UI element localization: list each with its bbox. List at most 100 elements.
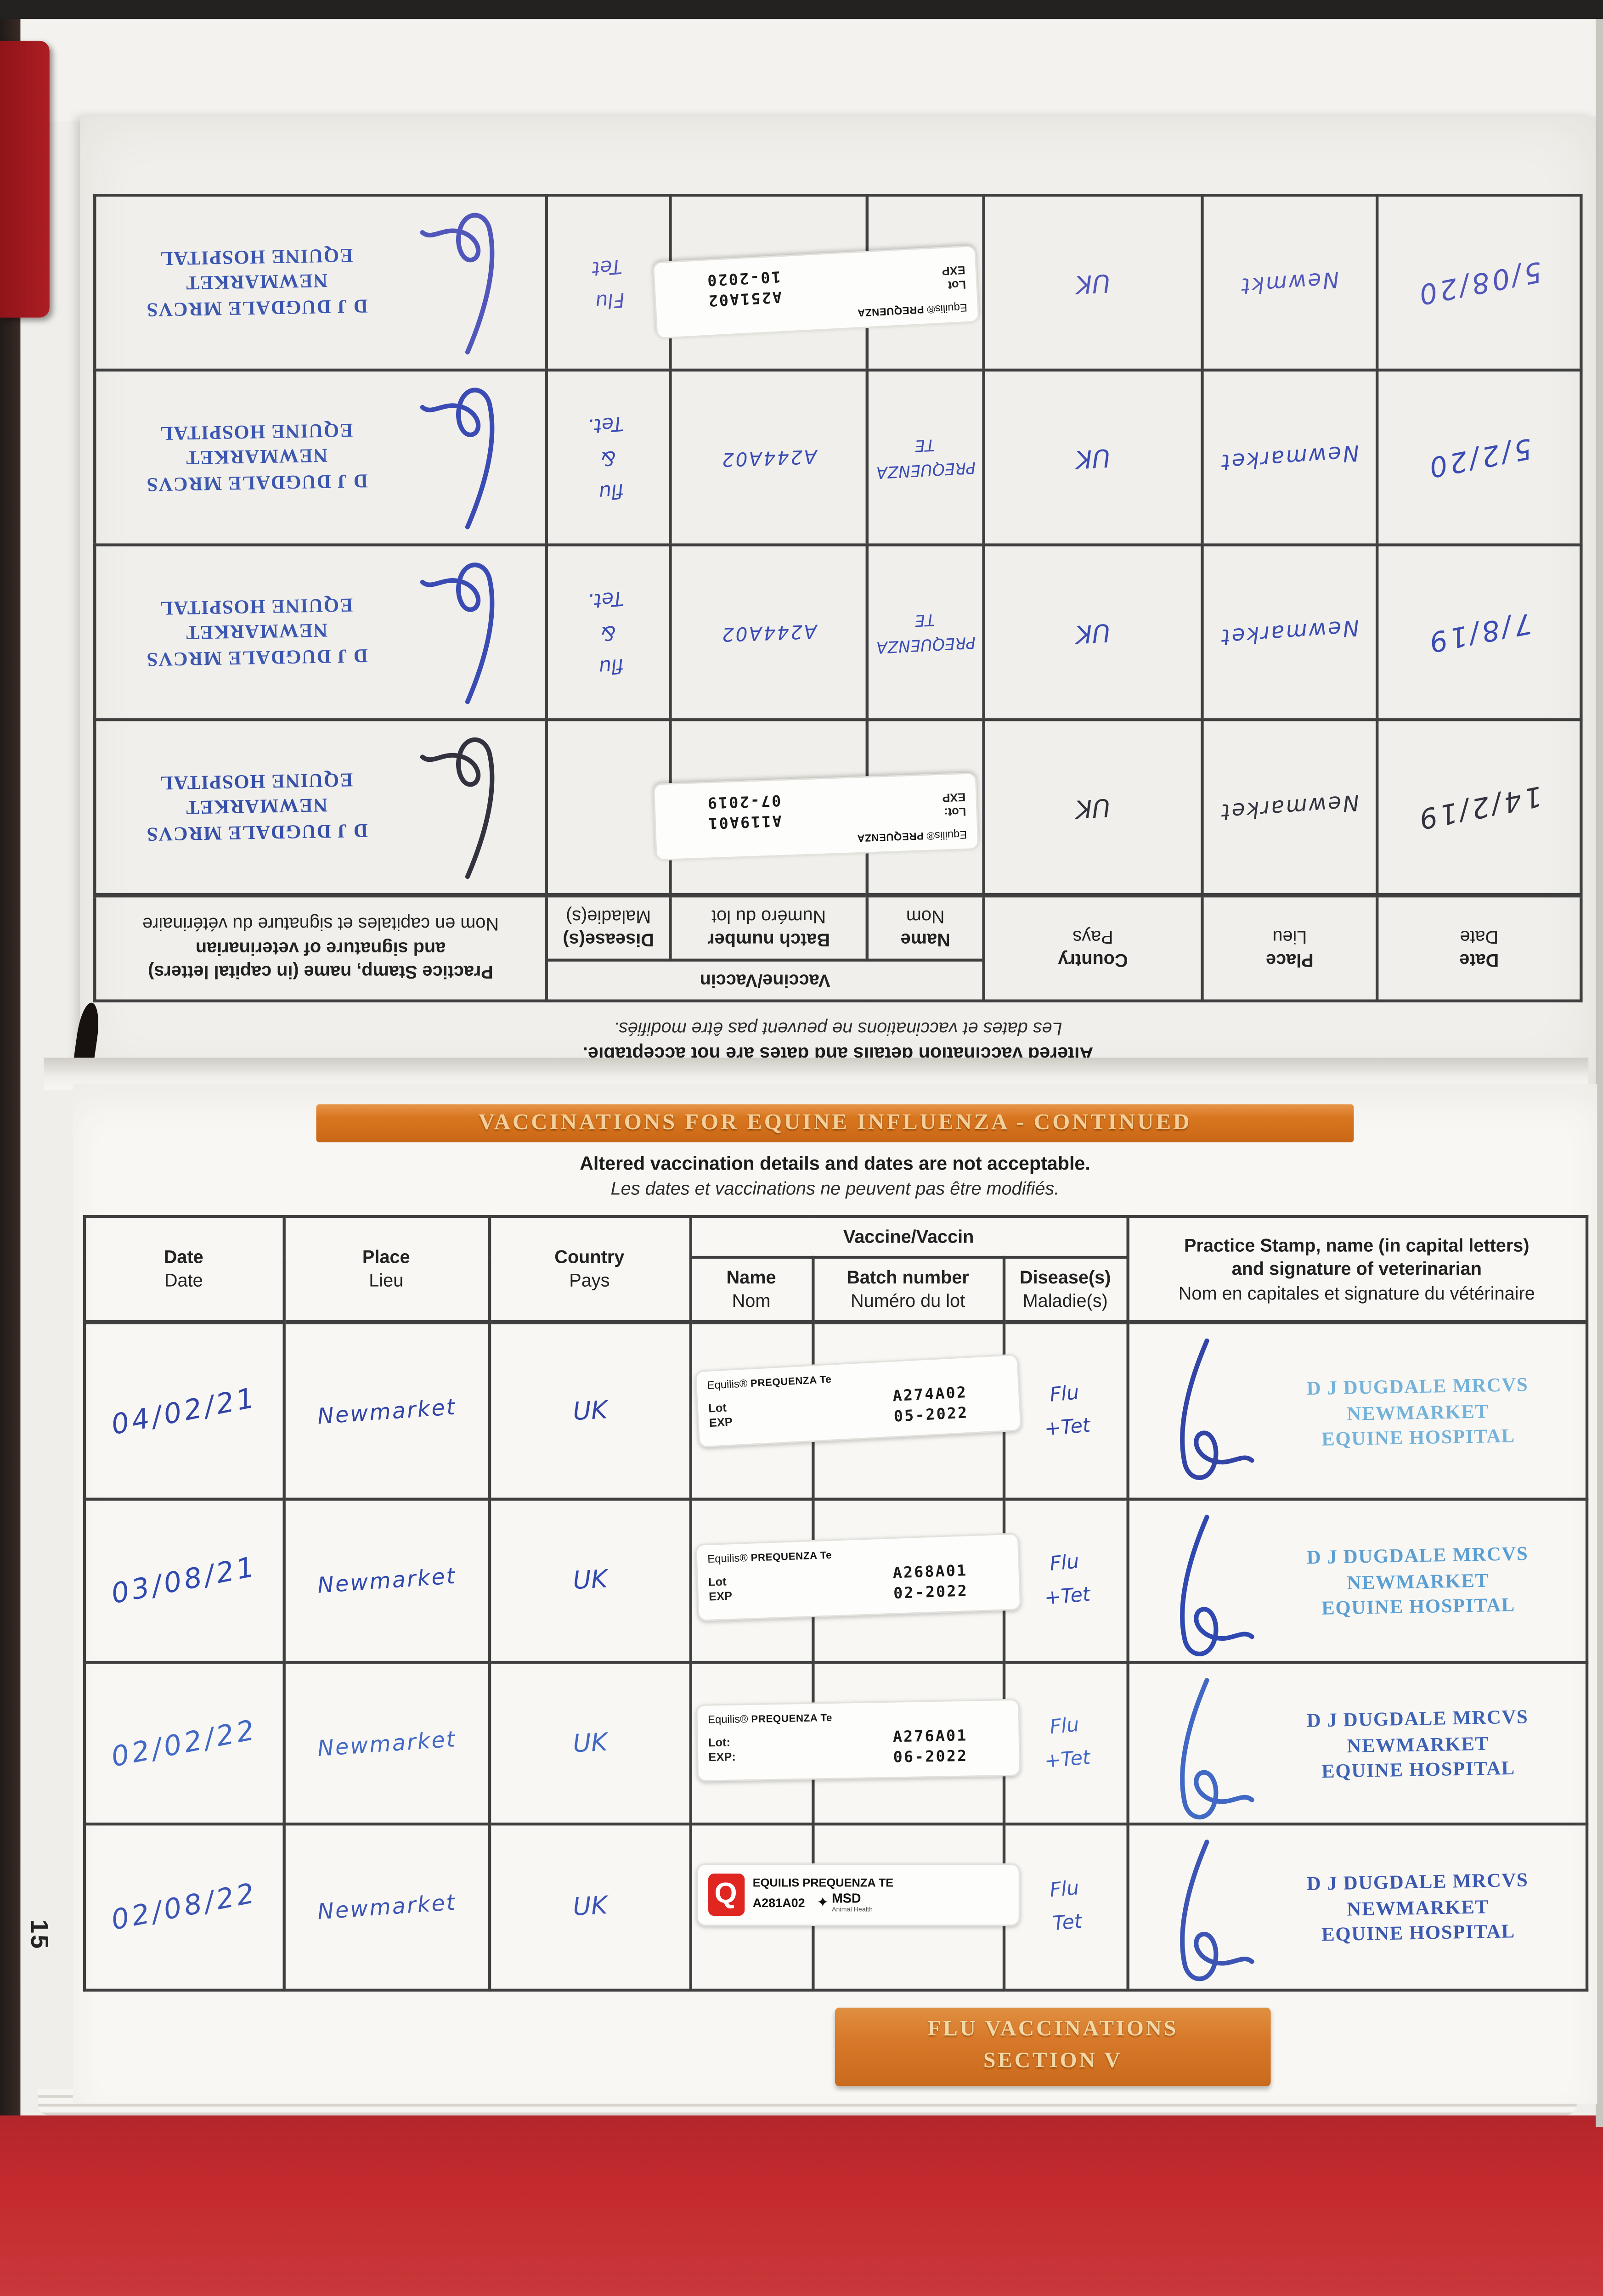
- notice-en: Altered vaccination details and dates ar…: [580, 1152, 1090, 1175]
- col-header-date: Date Date: [82, 1216, 285, 1324]
- book-spine: [0, 19, 21, 2127]
- practice-stamp: D J DUGDALE MRCVS NEWMARKET EQUINE HOSPITA…: [1305, 1868, 1528, 1946]
- batch-number: A119A01: [706, 810, 782, 831]
- vaccine-sticker: Equilis® PREQUENZA Te Lot EXP A268A01 02-2…: [694, 1533, 1021, 1623]
- table-row: 02/08/22 Newmarket UK Q EQUILIS PREQUENZ…: [82, 1823, 1588, 1992]
- signature: [1179, 1515, 1254, 1657]
- col-header-name: Name Nom: [867, 895, 984, 960]
- place-value: Newmarket: [1219, 613, 1360, 650]
- red-bookmark-tab: [0, 40, 50, 318]
- col-header-name: Name Nom: [689, 1256, 814, 1324]
- practice-stamp: D J DUGDALE MRCVS NEWMARKET EQUINE HOSPITA…: [1305, 1373, 1528, 1450]
- col-header-country: Country Pays: [983, 895, 1202, 1001]
- country-value: UK: [1075, 791, 1111, 822]
- batch-number: A244A02: [720, 619, 818, 645]
- date-value: 04/02/21: [108, 1382, 260, 1442]
- influenza-banner: VACCINATIONS FOR EQUINE INFLUENZA - CONT…: [316, 1104, 1354, 1142]
- table-row: 5/08/20 Newmkt UK Equilis® PREQUENZA Lot…: [95, 194, 1581, 370]
- practice-stamp: D J DUGDALE MRCVS NEWMARKET EQUINE HOSPITA…: [146, 594, 368, 671]
- disease-value: flu & Tet.: [587, 411, 625, 504]
- col-header-disease: Disease(s) Maladie(s): [546, 895, 671, 960]
- table-row: 5/2/20 Newmarket UK PREQUENZA TE A244A02 …: [95, 369, 1581, 545]
- col-header-disease: Disease(s) Maladie(s): [1002, 1256, 1129, 1324]
- col-header-date: Date Date: [1377, 895, 1581, 1001]
- date-value: 02/02/22: [108, 1714, 260, 1774]
- expiry-date: 05-2022: [892, 1405, 968, 1427]
- table-row: 7/8/19 Newmarket UK PREQUENZA TE A244A02 …: [95, 544, 1581, 719]
- table-row: 14/2/19 Newmarket UK Equilis® PREQUENZA …: [95, 719, 1581, 895]
- vaccination-table: Date Date Place Lieu Country Pays Vaccine/V…: [82, 1216, 1588, 1992]
- scan-top-strip: [0, 0, 1603, 19]
- disease-value: Flu +Tet: [1043, 1381, 1091, 1441]
- vaccination-table: Date Date Place Lieu Country Pays Vaccine/V…: [93, 193, 1582, 1002]
- col-header-place: Place Lieu: [1202, 895, 1377, 1001]
- country-value: UK: [1075, 266, 1111, 298]
- table-row: 04/02/21 Newmarket UK Equilis® PREQUENZA…: [82, 1320, 1588, 1502]
- date-value: 7/8/19: [1423, 606, 1535, 658]
- date-value: 5/2/20: [1423, 431, 1535, 483]
- practice-stamp: D J DUGDALE MRCVS NEWMARKET EQUINE HOSPITA…: [1305, 1542, 1528, 1619]
- col-header-batch: Batch number Numéro du lot: [670, 895, 867, 960]
- col-header-batch: Batch number Numéro du lot: [811, 1256, 1005, 1324]
- q-logo: Q: [707, 1874, 744, 1917]
- notice-fr: Les dates et vaccinations ne peuvent pas…: [614, 1019, 1062, 1040]
- country-value: UK: [1075, 441, 1111, 473]
- col-header-place: Place Lieu: [282, 1216, 491, 1324]
- practice-stamp: D J DUGDALE MRCVS NEWMARKET EQUINE HOSPITA…: [146, 244, 368, 321]
- signature: [1179, 1678, 1254, 1820]
- expiry-date: 02-2022: [892, 1583, 968, 1604]
- signature: [1179, 1840, 1254, 1982]
- place-value: Newmarket: [316, 1394, 457, 1430]
- page-edge-top: [20, 19, 1603, 121]
- signature: [420, 562, 495, 703]
- page-number: 15: [25, 1919, 53, 1950]
- table-row: 03/08/21 Newmarket UK Equilis® PREQUENZA…: [82, 1498, 1588, 1665]
- vaccine-name-value: PREQUENZA TE: [876, 436, 976, 482]
- page-upside-down: VACCINATIONS FOR EQUINE INFLUENZA - CONT…: [80, 116, 1596, 1113]
- place-value: Newmarket: [316, 1890, 457, 1926]
- col-header-vaccine: Vaccine/Vaccin: [546, 959, 984, 1001]
- signature: [420, 212, 495, 354]
- date-value: 5/08/20: [1413, 254, 1545, 310]
- practice-stamp: D J DUGDALE MRCVS NEWMARKET EQUINE HOSPITA…: [1305, 1705, 1528, 1782]
- notice-fr: Les dates et vaccinations ne peuvent pas…: [610, 1178, 1060, 1199]
- place-value: Newmarket: [1219, 788, 1360, 825]
- batch-number: A244A02: [720, 444, 818, 470]
- practice-stamp: D J DUGDALE MRCVS NEWMARKET EQUINE HOSPITA…: [146, 419, 368, 496]
- disease-value: Flu Tet: [1048, 1877, 1083, 1937]
- signature: [1179, 1339, 1254, 1481]
- country-value: UK: [571, 1566, 608, 1597]
- place-value: Newmkt: [1239, 265, 1340, 299]
- disease-value: Flu +Tet: [1043, 1551, 1091, 1611]
- batch-number: A276A01: [892, 1728, 967, 1747]
- country-value: UK: [571, 1728, 608, 1760]
- country-value: UK: [1075, 616, 1111, 647]
- col-header-vaccine: Vaccine/Vaccin: [689, 1216, 1129, 1260]
- book-cover: [0, 2115, 1603, 2296]
- vaccine-sticker: Equilis® PREQUENZA Lot: EXP A119A01 07-201…: [653, 771, 979, 861]
- date-value: 02/08/22: [108, 1878, 260, 1938]
- country-value: UK: [571, 1396, 608, 1427]
- page-upright: VACCINATIONS FOR EQUINE INFLUENZA - CONT…: [73, 1084, 1597, 2104]
- section-tab: FLU VACCINATIONS SECTION V: [835, 2007, 1271, 2087]
- date-value: 03/08/21: [108, 1551, 260, 1611]
- batch-number: A281A02: [752, 1896, 805, 1911]
- disease-value: Flu Tet: [591, 253, 626, 312]
- vaccine-name-value: PREQUENZA TE: [876, 611, 976, 657]
- col-header-stamp: Practice Stamp, name (in capital letters…: [95, 895, 547, 1001]
- vaccine-sticker: Equilis® PREQUENZA Te Lot: EXP: A276A01 06…: [695, 1699, 1020, 1783]
- signature: [420, 387, 495, 529]
- place-value: Newmarket: [316, 1563, 457, 1599]
- disease-value: Flu +Tet: [1043, 1713, 1091, 1773]
- expiry-date: 10-2020: [706, 266, 781, 288]
- expiry-date: 07-2019: [706, 790, 781, 810]
- practice-stamp: D J DUGDALE MRCVS NEWMARKET EQUINE HOSPITA…: [146, 769, 368, 845]
- disease-value: flu & Tet.: [587, 585, 625, 679]
- altered-details-notice: Altered vaccination details and dates ar…: [73, 1151, 1597, 1201]
- msd-logo: ✦: [817, 1895, 829, 1912]
- signature: [420, 737, 495, 878]
- vaccine-sticker: Q EQUILIS PREQUENZA TE A281A02 ✦ MSD Anim…: [695, 1864, 1020, 1927]
- col-header-country: Country Pays: [487, 1216, 692, 1324]
- expiry-date: 06-2022: [892, 1749, 968, 1768]
